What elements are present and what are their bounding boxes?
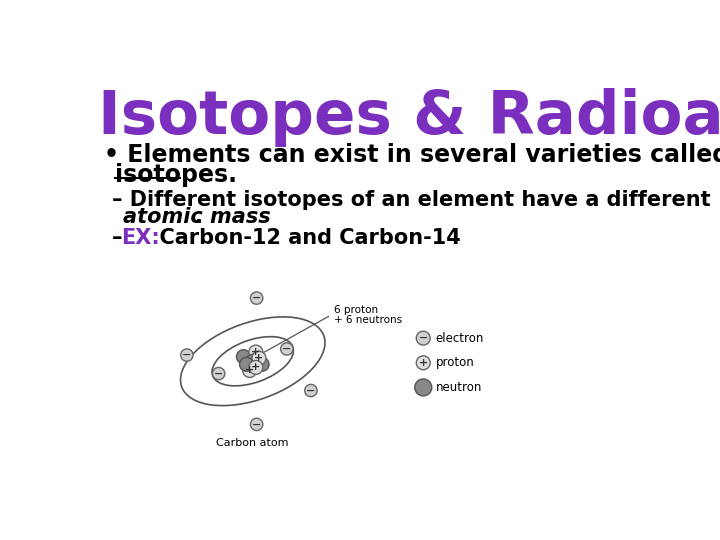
Text: −: − [214,369,223,379]
Text: +: + [251,362,261,373]
Text: + 6 neutrons: + 6 neutrons [334,315,402,325]
Text: +: + [254,353,264,363]
Circle shape [305,384,317,397]
Circle shape [416,331,431,345]
Text: +: + [251,347,261,357]
Text: proton: proton [436,356,474,369]
Circle shape [249,345,263,359]
Circle shape [415,379,432,396]
Circle shape [281,343,293,355]
Circle shape [212,367,225,380]
Text: EX:: EX: [121,228,160,248]
Text: isotopes.: isotopes. [114,164,237,187]
Text: −: − [182,350,192,360]
Text: −: − [418,333,428,343]
Circle shape [243,363,256,377]
Circle shape [255,357,269,372]
Text: −: − [282,344,292,354]
Text: atomic mass: atomic mass [122,207,270,227]
Circle shape [181,349,193,361]
Circle shape [236,350,251,363]
Text: • Elements can exist in several varieties called: • Elements can exist in several varietie… [104,143,720,167]
Text: Carbon-12 and Carbon-14: Carbon-12 and Carbon-14 [145,228,461,248]
Circle shape [252,351,266,365]
Circle shape [246,354,260,368]
Text: electron: electron [436,332,484,345]
Text: Isotopes & Radioactive Decay: Isotopes & Radioactive Decay [98,88,720,147]
Text: −: − [252,293,261,303]
Text: 6 proton: 6 proton [334,305,378,315]
Circle shape [251,292,263,304]
Text: neutron: neutron [436,381,482,394]
Text: Carbon atom: Carbon atom [217,438,289,448]
Text: −: − [252,420,261,429]
Circle shape [249,361,263,374]
Circle shape [240,357,253,372]
Text: .: . [194,207,202,227]
Circle shape [251,418,263,430]
Text: +: + [245,366,254,375]
Text: –: – [112,228,130,248]
Circle shape [416,356,431,370]
Text: – Different isotopes of an element have a different: – Different isotopes of an element have … [112,190,711,210]
Text: −: − [306,386,315,395]
Text: +: + [418,358,428,368]
